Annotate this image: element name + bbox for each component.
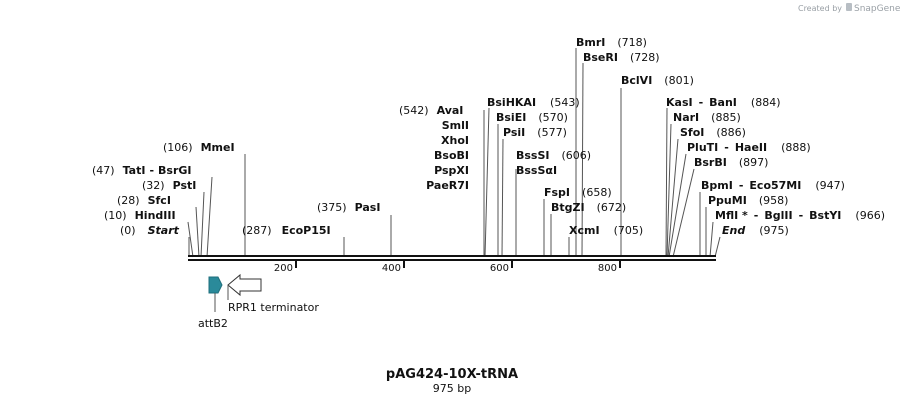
site-bsssi[interactable]: BssSI (606) xyxy=(516,149,591,162)
site-bsihkai[interactable]: BsiHKAI (543) xyxy=(487,96,580,109)
site-sfoi[interactable]: SfoI (886) xyxy=(680,126,746,139)
site-kasi[interactable]: KasI - BanI (884) xyxy=(666,96,781,109)
site-pluti[interactable]: PluTI - HaeII (888) xyxy=(687,141,811,154)
site-bsssai[interactable]: BssSαI xyxy=(516,164,557,177)
feature-rpr1-terminator[interactable]: RPR1 terminator xyxy=(227,273,319,314)
plasmid-name: pAG424-10X-tRNA xyxy=(386,367,518,382)
restriction-site-labels: (0) Start (10) HindIII (28) SfcI (32) PstI (… xyxy=(92,36,885,237)
credit-prefix: Created by xyxy=(798,4,842,13)
site-xcmi[interactable]: XcmI (705) xyxy=(569,224,643,237)
site-smli[interactable]: SmlI xyxy=(442,119,469,132)
plasmid-length: 975 bp xyxy=(433,382,471,395)
ruler: 200 400 600 800 xyxy=(274,260,621,274)
ruler-tick-label: 200 xyxy=(274,263,293,274)
site-leaders xyxy=(187,48,721,258)
sequence-backbone xyxy=(188,255,716,261)
site-mmei[interactable]: (106) MmeI xyxy=(163,141,235,154)
site-bmri[interactable]: BmrI (718) xyxy=(576,36,647,49)
rpr1-terminator-label: RPR1 terminator xyxy=(228,301,319,314)
attb2-label: attB2 xyxy=(198,317,228,330)
ruler-tick-label: 800 xyxy=(598,263,617,274)
site-xhoi[interactable]: XhoI xyxy=(441,134,469,147)
site-bsrbi[interactable]: BsrBI (897) xyxy=(694,156,768,169)
site-bsiei[interactable]: BsiEI (570) xyxy=(496,111,568,124)
ruler-tick-label: 400 xyxy=(382,263,401,274)
site-start[interactable]: (0) Start xyxy=(120,224,180,237)
site-bpmi[interactable]: BpmI - Eco57MI (947) xyxy=(701,179,845,192)
credit-brand: SnapGene xyxy=(854,4,901,14)
feature-attb2[interactable]: attB2 xyxy=(198,276,228,330)
site-pspxi[interactable]: PspXI xyxy=(434,164,469,177)
rpr1-terminator-arrow-icon[interactable] xyxy=(227,273,262,297)
site-pasi[interactable]: (375) PasI xyxy=(317,201,380,214)
site-mfli[interactable]: MflI * - BglII - BstYI (966) xyxy=(715,209,885,222)
site-fspi[interactable]: FspI (658) xyxy=(544,186,612,199)
site-avai[interactable]: (542) AvaI xyxy=(399,104,463,117)
snapgene-credit: Created by SnapGene xyxy=(798,3,901,14)
attb2-arrow-icon[interactable] xyxy=(208,276,223,294)
site-tati[interactable]: (47) TatI - BsrGI xyxy=(92,164,192,177)
site-psti[interactable]: (32) PstI xyxy=(142,179,196,192)
site-nari[interactable]: NarI (885) xyxy=(673,111,741,124)
site-btgzi[interactable]: BtgZI (672) xyxy=(551,201,626,214)
snapgene-logo-icon xyxy=(846,3,852,11)
site-hindiii[interactable]: (10) HindIII xyxy=(104,209,176,222)
ruler-tick-label: 600 xyxy=(490,263,509,274)
site-psii[interactable]: PsiI (577) xyxy=(503,126,567,139)
site-bseri[interactable]: BseRI (728) xyxy=(583,51,660,64)
site-paer7i[interactable]: PaeR7I xyxy=(426,179,469,192)
site-ecop15i[interactable]: (287) EcoP15I xyxy=(242,224,331,237)
site-bsobi[interactable]: BsoBI xyxy=(434,149,469,162)
site-sfci[interactable]: (28) SfcI xyxy=(117,194,171,207)
site-end[interactable]: End (975) xyxy=(722,224,789,237)
site-bclvi[interactable]: BclVI (801) xyxy=(621,74,694,87)
site-ppumi[interactable]: PpuMI (958) xyxy=(708,194,788,207)
